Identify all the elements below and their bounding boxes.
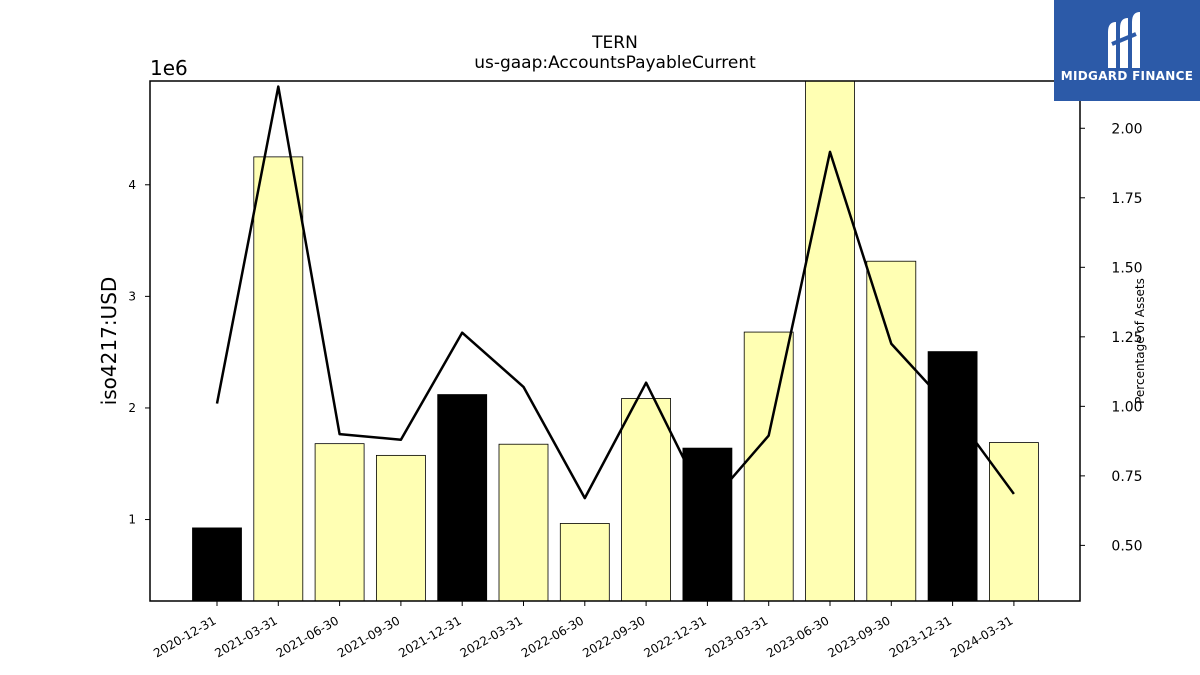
bar-2021-09-30 (375, 454, 426, 602)
x-tick-label: 2021-09-30 (335, 613, 402, 660)
chart-subtitle: us-gaap:AccountsPayableCurrent (474, 53, 756, 73)
y2-axis-label: Percentage of Assets (1133, 278, 1147, 404)
x-tick-label: 2023-12-31 (887, 613, 954, 660)
x-tick-label: 2022-06-30 (519, 613, 586, 660)
brand-logo: MIDGARD FINANCE (1054, 0, 1200, 101)
y-tick-label: 2 (128, 401, 136, 415)
x-tick-label: 2023-03-31 (703, 613, 770, 660)
bar-2022-09-30 (621, 398, 671, 602)
x-tick-label: 2020-12-31 (151, 613, 218, 660)
bar-2023-06-30 (805, 80, 855, 602)
x-tick-label: 2022-09-30 (580, 613, 647, 660)
midgard-logo-icon (1108, 12, 1140, 68)
chart-title: TERN (591, 33, 638, 53)
logo-text: MIDGARD FINANCE (1060, 69, 1194, 83)
x-tick-label: 2023-09-30 (825, 613, 892, 660)
y-tick-label: 4 (128, 178, 136, 192)
plot-frame (149, 80, 1081, 602)
bar-2023-03-31 (743, 331, 794, 602)
x-tick-label: 2021-06-30 (274, 613, 341, 660)
bar-group (192, 80, 1039, 602)
y-tick-label: 1 (128, 513, 136, 527)
bar-2023-12-31 (927, 351, 978, 602)
y-axis-multiplier: 1e6 (150, 56, 188, 80)
y-axis-label: iso4217:USD (97, 277, 121, 406)
y2-tick-label: 0.75 (1111, 469, 1142, 485)
bar-2023-09-30 (866, 260, 917, 602)
y2-tick-label: 1.25 (1111, 330, 1142, 346)
y2-tick-label: 1.75 (1111, 191, 1142, 207)
y-tick-label: 3 (128, 289, 136, 303)
bar-2021-12-31 (437, 394, 488, 602)
bar-2024-03-31 (989, 442, 1039, 602)
bar-2021-06-30 (314, 443, 365, 602)
x-tick-label: 2021-12-31 (396, 613, 463, 660)
y2-tick-label: 2.00 (1111, 121, 1142, 137)
x-tick-label: 2024-03-31 (948, 613, 1015, 660)
x-tick-label: 2021-03-31 (212, 613, 279, 660)
x-tick-label: 2023-06-30 (764, 613, 831, 660)
y2-tick-label: 0.50 (1111, 538, 1142, 554)
x-tick-label: 2022-12-31 (641, 613, 708, 660)
line-group (215, 85, 1015, 508)
bar-2022-06-30 (559, 523, 610, 602)
x-tick-label: 2022-03-31 (458, 613, 525, 660)
bar-2020-12-31 (192, 527, 242, 602)
bar-2022-03-31 (498, 443, 549, 602)
y2-tick-label: 1.50 (1111, 260, 1142, 276)
y2-tick-label: 1.00 (1111, 399, 1142, 415)
percentage-line (215, 85, 1015, 508)
bar-2021-03-31 (253, 156, 304, 602)
